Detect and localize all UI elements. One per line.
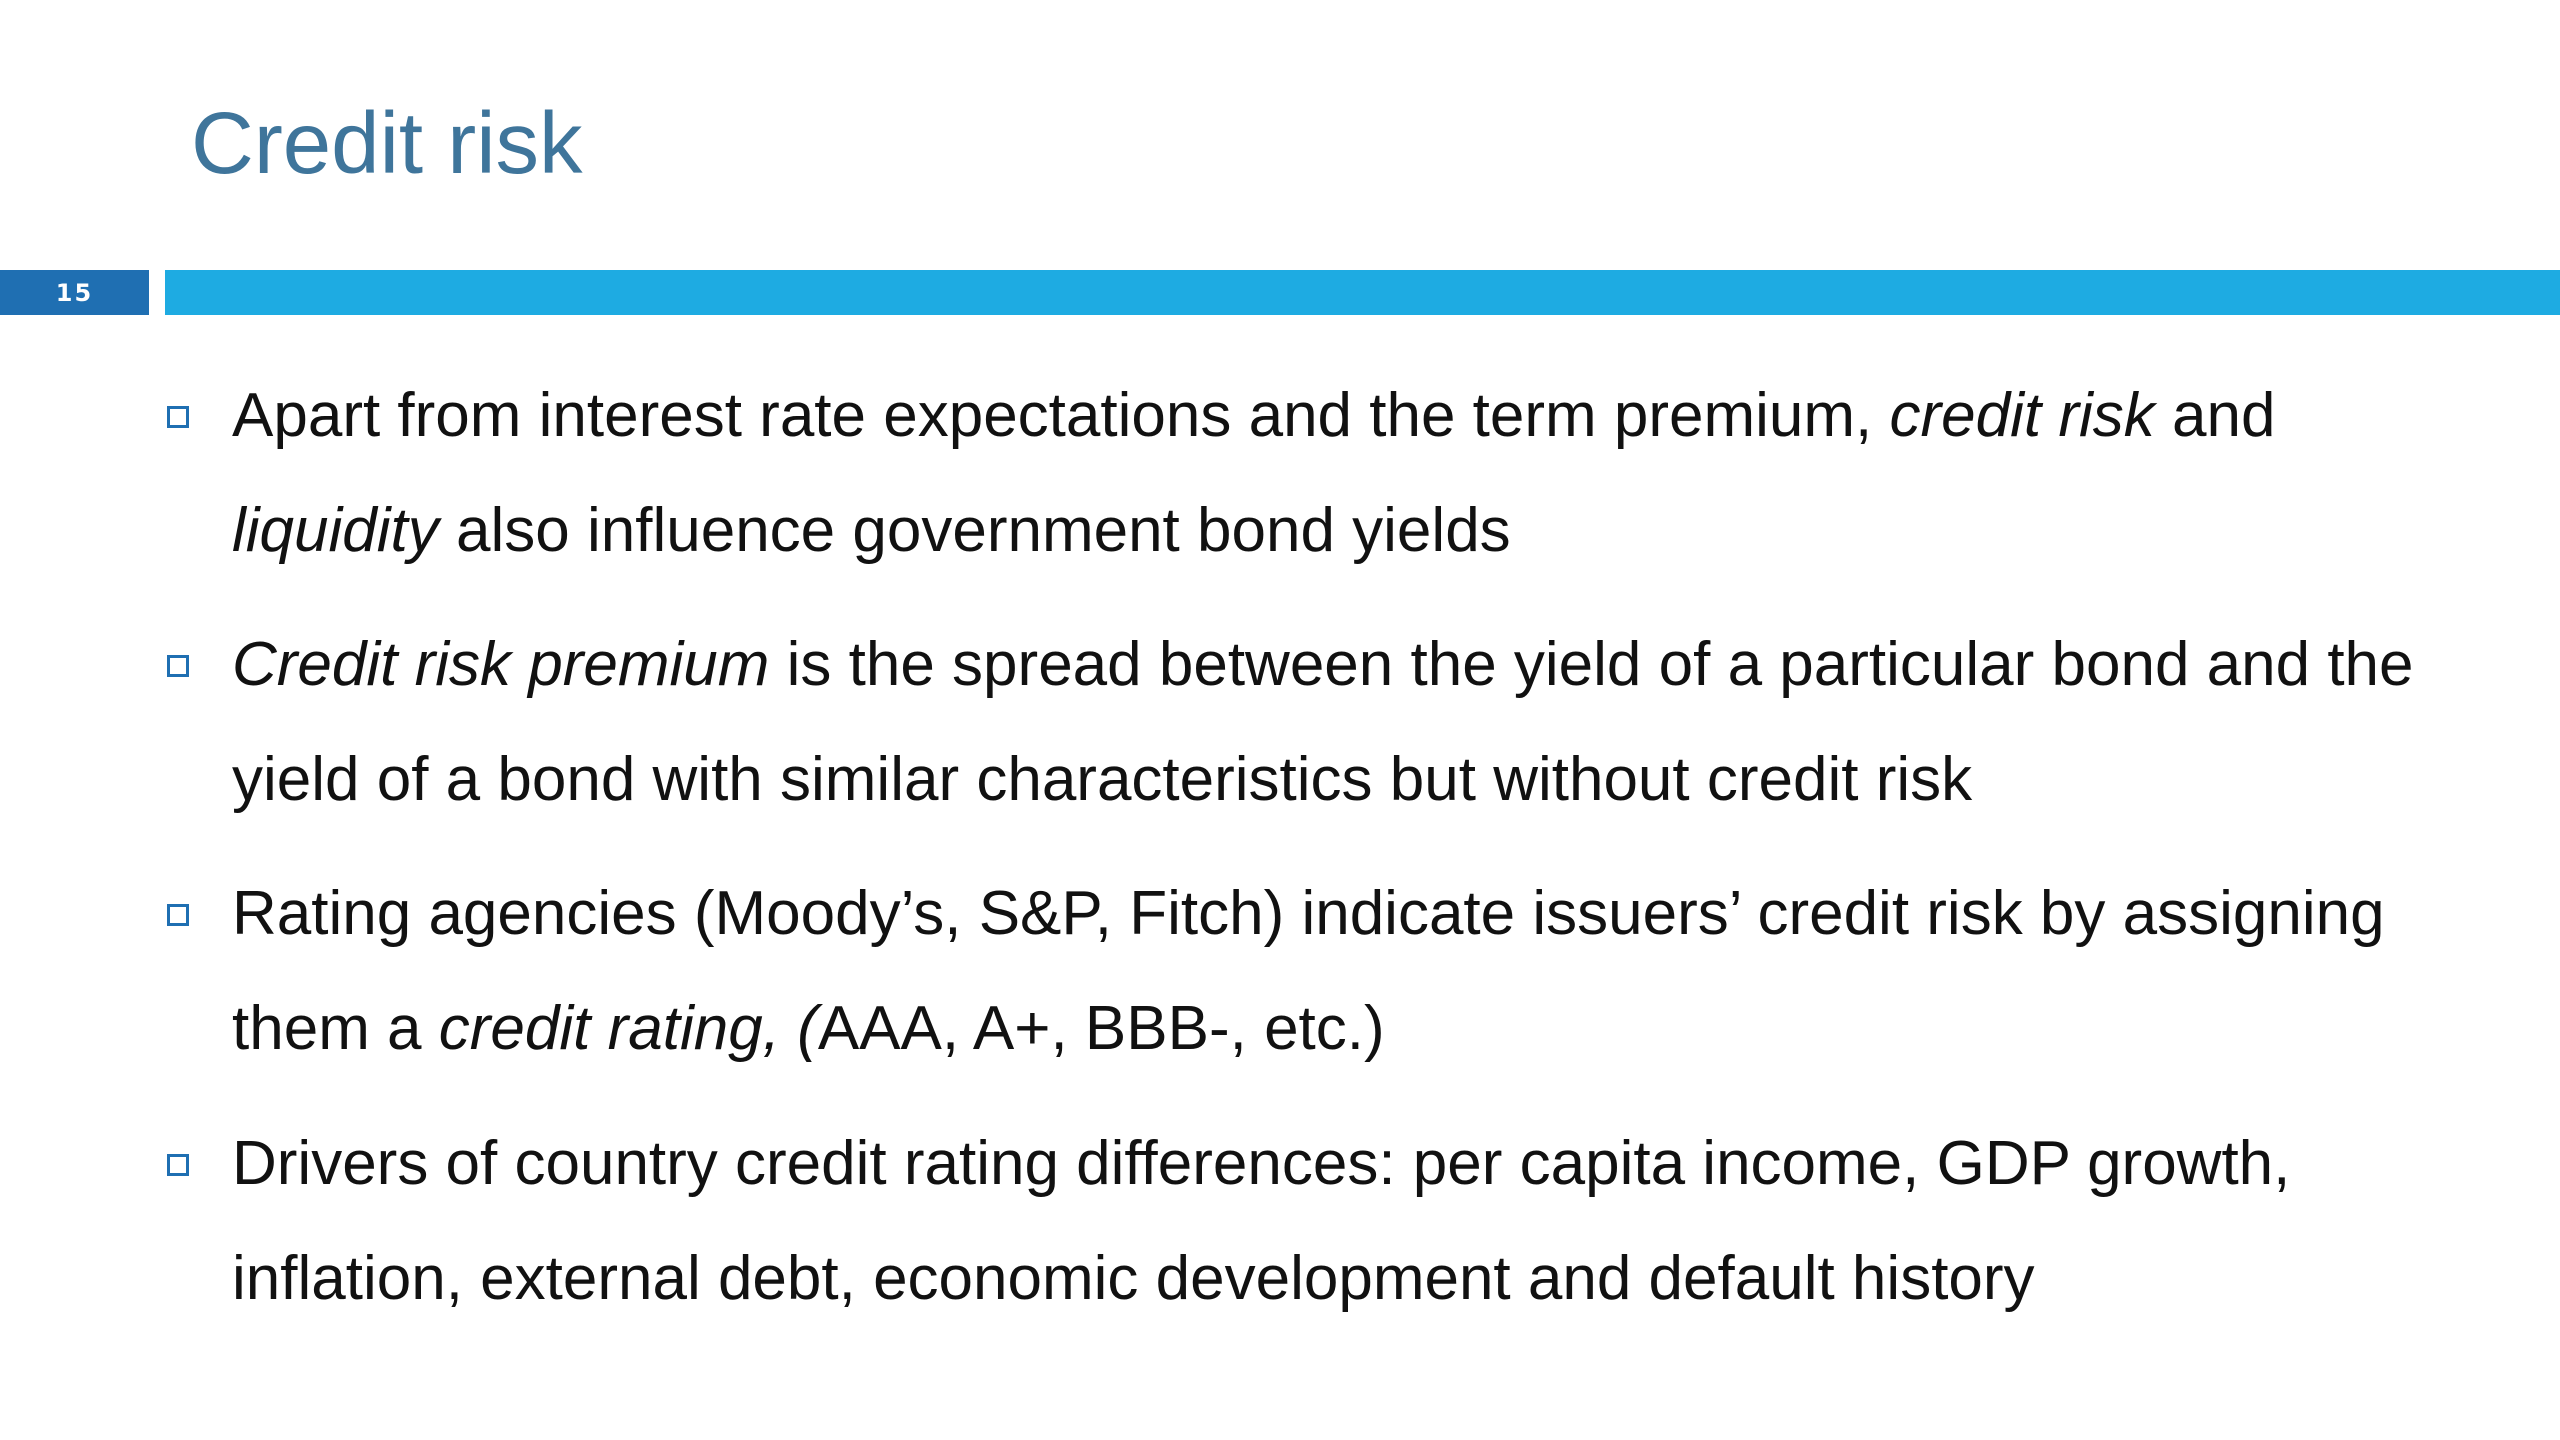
bullet-text: Rating agencies (Moody’s, S&P, Fitch) in…: [232, 856, 2472, 1086]
slide-number-bar: 15: [0, 270, 149, 315]
bullet-emphasis: Credit risk premium: [232, 630, 770, 699]
bullet-text-part: Apart from interest rate expectations an…: [232, 381, 1890, 450]
bullet-text: Drivers of country credit rating differe…: [232, 1106, 2472, 1336]
bullet-text-part: Rating agencies (Moody’s, S&P, Fitch) in…: [232, 879, 2385, 1063]
bullet-text-part: Drivers of country credit rating differe…: [232, 1129, 2291, 1313]
title-accent-bar: [165, 270, 2560, 315]
slide-number: 15: [55, 278, 94, 307]
bullet-text-part: is the spread between the yield of a par…: [232, 630, 2414, 814]
bullet-text: Credit risk premium is the spread betwee…: [232, 607, 2472, 837]
bullet-emphasis: credit rating, (: [438, 994, 818, 1063]
bullet-emphasis: liquidity: [232, 496, 439, 565]
slide-title: Credit risk: [191, 95, 583, 192]
bullet-text: Apart from interest rate expectations an…: [232, 358, 2472, 588]
square-bullet-icon: [167, 406, 189, 428]
square-bullet-icon: [167, 1154, 189, 1176]
bullet-emphasis: credit risk: [1889, 381, 2155, 450]
square-bullet-icon: [167, 655, 189, 677]
bullet-text-part: AAA, A+, BBB-, etc.): [817, 994, 1385, 1063]
bullet-text-part: and: [2154, 381, 2276, 450]
square-bullet-icon: [167, 904, 189, 926]
bullet-text-part: also influence government bond yields: [438, 496, 1511, 565]
